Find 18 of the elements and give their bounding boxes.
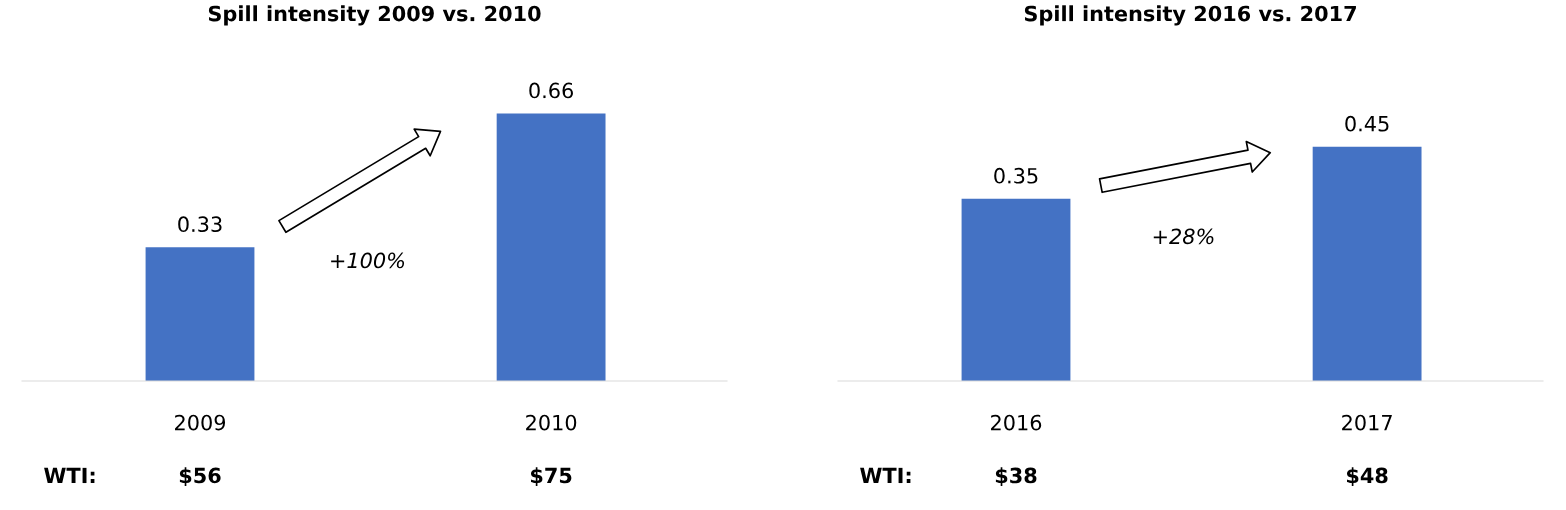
x-tick-label: 2017 — [1342, 414, 1392, 431]
text: $38 — [995, 467, 1037, 487]
x-tick-label: 2010 — [526, 414, 577, 431]
text: $48 — [1346, 467, 1388, 487]
text: WTI: — [860, 467, 911, 484]
annotation: +28% — [1153, 228, 1214, 245]
annotation: +100% — [331, 252, 405, 269]
data-label: 0.33 — [178, 216, 222, 233]
text: $75 — [530, 467, 572, 487]
x-tick-label: 2009 — [175, 414, 226, 431]
chart-title: Spill intensity 2016 vs. 2017 — [1024, 5, 1356, 26]
x-tick-label: 2016 — [991, 414, 1042, 431]
text: WTI: — [44, 467, 95, 484]
data-label: 0.35 — [994, 167, 1038, 184]
data-label: 0.45 — [1345, 115, 1389, 132]
data-label: 0.66 — [529, 82, 573, 99]
chart-title: Spill intensity 2009 vs. 2010 — [208, 5, 541, 26]
text: $56 — [179, 467, 221, 487]
